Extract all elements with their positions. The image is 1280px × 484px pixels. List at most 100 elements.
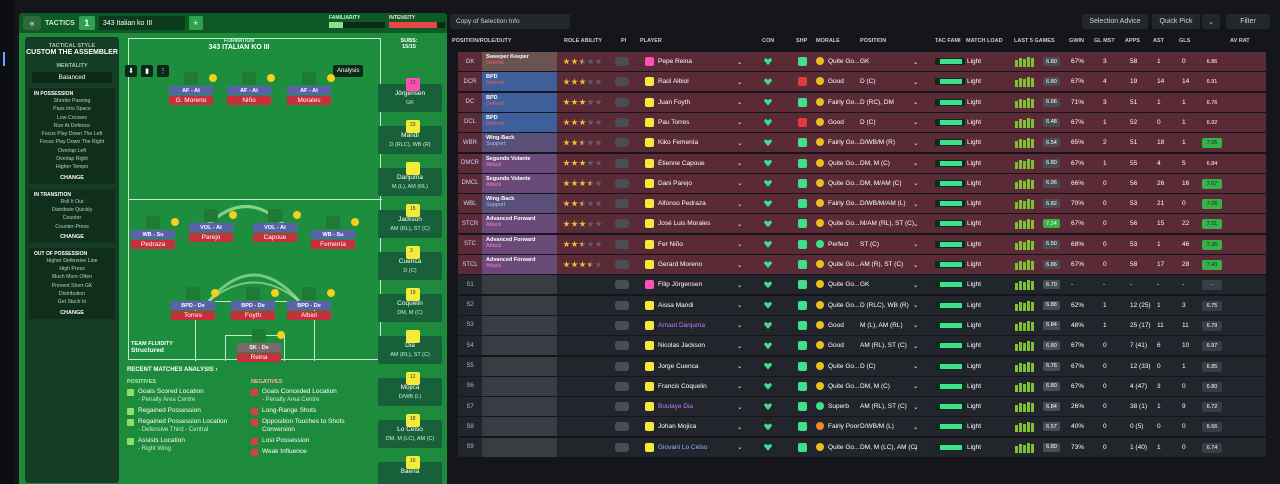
column-header[interactable]: AV RAT — [1230, 38, 1250, 44]
position-code[interactable]: S5 — [466, 363, 474, 369]
position-chevron-icon[interactable]: ⌄ — [913, 383, 919, 391]
position-code[interactable]: S7 — [466, 403, 474, 410]
position-code[interactable]: STCR — [461, 220, 479, 227]
table-row[interactable]: DMCR Segundo Volante Attack Étienne Capoue ⌄… — [458, 153, 1266, 173]
selection-info-dropdown[interactable]: Copy of Selection Info — [450, 14, 570, 29]
position-chevron-icon[interactable]: ⌄ — [913, 342, 919, 350]
player-chevron-icon[interactable]: ⌄ — [737, 220, 743, 228]
table-row[interactable]: S6 Francis Coquelin ⌄ Quite Go... DM, M (C) ⌄… — [458, 376, 1266, 396]
player-name[interactable]: Raúl Albiol — [658, 78, 689, 86]
position-code[interactable]: S6 — [466, 383, 474, 390]
player-shirt-icon[interactable] — [186, 287, 200, 300]
table-row[interactable]: GK Sweeper Keeper Defend Pepe Reina ⌄ Quite G… — [458, 52, 1266, 71]
role-duty-cell[interactable] — [482, 295, 557, 315]
sub-slot[interactable]: Jackson AM (RL), ST (C) 15 — [378, 204, 442, 238]
position-code[interactable]: WBR — [463, 139, 477, 146]
column-header[interactable]: AST — [1153, 38, 1164, 44]
position-chevron-icon[interactable]: ⌄ — [913, 99, 919, 107]
sub-slot[interactable]: Baena 16 — [378, 456, 442, 484]
position-code[interactable]: GK — [465, 58, 475, 65]
player-name[interactable]: Pau Torres — [658, 118, 690, 126]
position-chevron-icon[interactable]: ⌄ — [913, 241, 919, 249]
role-duty-cell[interactable] — [482, 275, 557, 295]
player-name[interactable]: Kiko Femenía — [658, 139, 699, 147]
table-row[interactable]: DCR BPD Defend Raúl Albiol ⌄ Good D (C) ⌄ Light 6… — [458, 72, 1266, 92]
table-row[interactable]: S7 Boulaye Dia ⌄ Superb AM (RL), ST (C) ⌄ Ligh… — [458, 397, 1266, 417]
table-row[interactable]: S8 Johan Mojica ⌄ Fairly Poor D/WB/M (L) ⌄ Lig… — [458, 417, 1266, 437]
role-duty-cell[interactable] — [482, 417, 557, 437]
table-row[interactable]: DCL BPD Defend Pau Torres ⌄ Good D (C) ⌄ Light 6.… — [458, 112, 1266, 132]
player-chevron-icon[interactable]: ⌄ — [737, 139, 743, 147]
download-icon[interactable]: ⬇ — [125, 65, 137, 77]
back-button[interactable]: « — [23, 16, 41, 30]
in-transition-change-button[interactable]: CHANGE — [60, 233, 84, 240]
position-code[interactable]: DC — [465, 99, 475, 106]
player-name[interactable]: Jorge Cuenca — [658, 362, 699, 370]
formation-name[interactable]: 343 ITALIAN KO III — [208, 44, 270, 51]
filter-button[interactable]: Filter — [1226, 14, 1270, 29]
column-header[interactable]: GLS — [1179, 38, 1191, 44]
role-duty-cell[interactable]: BPD Defend — [482, 112, 557, 132]
pitch-player-name[interactable]: Albiol — [287, 311, 331, 320]
recent-matches-title[interactable]: RECENT MATCHES ANALYSIS › — [127, 367, 218, 373]
pitch-player-name[interactable]: Capoue — [253, 233, 297, 242]
pitch-role-chip[interactable]: VOL - At — [253, 223, 297, 232]
player-chevron-icon[interactable]: ⌄ — [737, 241, 743, 249]
column-header[interactable]: GWIN — [1069, 38, 1084, 44]
table-row[interactable]: S2 Aissa Mandi ⌄ Quite Go... D (RLC), WB (R)… — [458, 295, 1266, 315]
player-name[interactable]: Gerard Moreno — [658, 261, 703, 268]
player-instructions-icon[interactable] — [615, 239, 629, 249]
pitch-role-chip[interactable]: VOL - At — [189, 223, 233, 232]
stats-icon[interactable]: ▮ — [141, 65, 153, 77]
player-shirt-icon[interactable] — [184, 72, 198, 85]
player-name[interactable]: Filip Jörgensen — [658, 281, 703, 289]
pitch-role-chip[interactable]: AF - At — [287, 86, 331, 95]
position-chevron-icon[interactable]: ⌄ — [913, 160, 919, 167]
position-chevron-icon[interactable]: ⌄ — [913, 58, 919, 66]
pitch-role-chip[interactable]: BPD - De — [231, 301, 275, 310]
analysis-button[interactable]: Analysis — [333, 65, 364, 77]
player-instructions-icon[interactable] — [615, 341, 629, 351]
pitch-player-name[interactable]: Parejo — [189, 233, 233, 242]
player-instructions-icon[interactable] — [615, 361, 629, 371]
player-shirt-icon[interactable] — [146, 216, 160, 229]
column-header[interactable]: GL MST — [1094, 38, 1115, 44]
position-code[interactable]: DCL — [463, 119, 476, 126]
table-row[interactable]: STCR Advanced Forward Attack José Luis Mora… — [458, 214, 1266, 234]
player-instructions-icon[interactable] — [615, 97, 629, 107]
player-chevron-icon[interactable]: ⌄ — [737, 444, 743, 452]
style-name[interactable]: CUSTOM THE ASSEMBLER — [26, 49, 118, 56]
role-duty-cell[interactable] — [482, 336, 557, 356]
table-row[interactable]: S3 Arnaut Danjuma ⌄ Good M (L), AM (RL) ⌄ Ligh… — [458, 315, 1266, 335]
table-row[interactable]: S1 Filip Jörgensen ⌄ Quite Go... GK ⌄ Light 6.7… — [458, 275, 1266, 295]
column-header[interactable]: POSITION — [860, 38, 887, 44]
in-possession-change-button[interactable]: CHANGE — [60, 174, 84, 181]
sub-slot[interactable]: Danjuma M (L), AM (RL) — [378, 162, 442, 196]
position-chevron-icon[interactable]: ⌄ — [913, 139, 919, 147]
position-code[interactable]: WBL — [463, 200, 477, 207]
position-chevron-icon[interactable]: ⌄ — [913, 322, 919, 330]
player-chevron-icon[interactable]: ⌄ — [737, 58, 743, 66]
table-row[interactable]: STC Advanced Forward Attack Fer Niño ⌄ Perfec… — [458, 234, 1266, 254]
player-name[interactable]: Dani Parejo — [658, 179, 692, 187]
selection-advice-button[interactable]: Selection Advice — [1082, 14, 1148, 29]
player-name[interactable]: Étienne Capoue — [658, 159, 705, 167]
position-chevron-icon[interactable]: ⌄ — [913, 281, 919, 289]
player-shirt-icon[interactable] — [302, 287, 316, 300]
player-shirt-icon[interactable] — [268, 209, 282, 222]
column-header[interactable]: TAC FAMI — [935, 38, 961, 44]
player-chevron-icon[interactable]: ⌄ — [737, 363, 743, 370]
pitch-player-name[interactable]: Torres — [171, 311, 215, 320]
table-row[interactable]: WBL Wing-Back Support Alfonso Pedraza ⌄ Fairl… — [458, 194, 1266, 214]
player-chevron-icon[interactable]: ⌄ — [737, 423, 743, 431]
quick-pick-button[interactable]: Quick Pick — [1152, 14, 1200, 29]
out-of-possession-change-button[interactable]: CHANGE — [60, 309, 84, 316]
player-chevron-icon[interactable]: ⌄ — [737, 261, 743, 269]
column-header[interactable]: MORALE — [816, 38, 840, 44]
pitch-role-chip[interactable]: AF - At — [169, 86, 213, 95]
column-header[interactable]: POSITION/ROLE/DUTY — [452, 38, 512, 44]
table-row[interactable]: WBR Wing-Back Support Kiko Femenía ⌄ Fairly G… — [458, 133, 1266, 153]
column-header[interactable]: LAST 5 GAMES — [1014, 38, 1055, 44]
position-chevron-icon[interactable]: ⌄ — [913, 261, 919, 269]
column-header[interactable]: MATCH LOAD — [966, 38, 1003, 44]
